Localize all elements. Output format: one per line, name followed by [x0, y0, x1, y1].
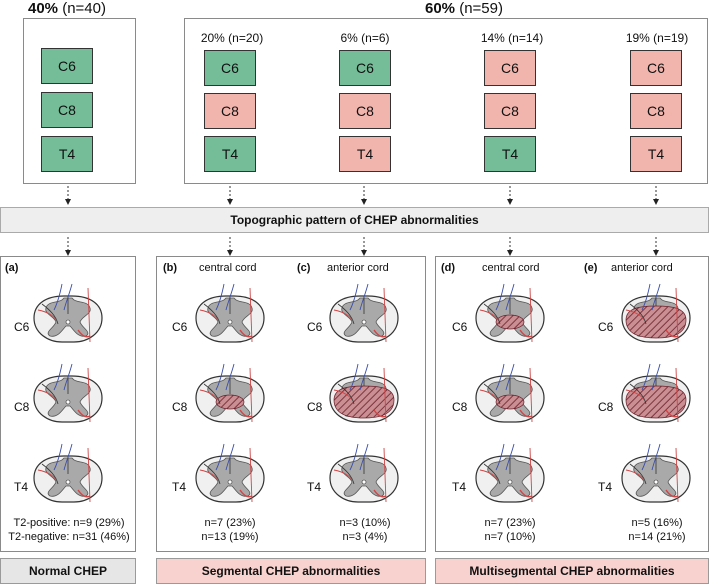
panel-b-stat-1: n=7 (23%) — [204, 517, 256, 529]
cord-b-c8 — [195, 363, 265, 423]
level-label-b-c8: C8 — [172, 400, 188, 414]
level-c8-normal: C8 — [41, 92, 93, 128]
col1-t4: T4 — [204, 136, 256, 172]
col1-c6: C6 — [204, 50, 256, 86]
panel-e-stat-2: n=14 (21%) — [628, 531, 686, 543]
normal-count: (n=40) — [62, 0, 106, 17]
cord-d-c8 — [475, 363, 545, 423]
col4-t4: T4 — [630, 136, 682, 172]
level-label-b-c6: C6 — [172, 320, 188, 334]
col2-c6: C6 — [339, 50, 391, 86]
panel-a-stat-1: T2-positive: n=9 (29%) — [13, 517, 125, 529]
level-label-a-c6: C6 — [14, 320, 30, 334]
cord-c-c6 — [329, 283, 399, 343]
level-label-c-t4: T4 — [307, 480, 322, 494]
col2-t4: T4 — [339, 136, 391, 172]
column-header-3: 14% (n=14) — [480, 31, 544, 45]
cord-b-c6 — [195, 283, 265, 343]
panel-e-letter: (e) — [584, 262, 598, 274]
cord-a-c8 — [33, 363, 103, 423]
abnormal-group-box — [184, 18, 708, 184]
abnormal-count: (n=59) — [459, 0, 503, 17]
level-label-e-t4: T4 — [598, 480, 613, 494]
panel-d-letter: (d) — [441, 262, 456, 274]
panel-d-stats: n=7 (23%) n=7 (10%) — [470, 516, 550, 544]
panel-b-stat-2: n=13 (19%) — [201, 531, 259, 543]
panel-c-stat-2: n=3 (4%) — [342, 531, 388, 543]
panel-d-stat-2: n=7 (10%) — [484, 531, 536, 543]
cord-e-c8 — [621, 363, 691, 423]
column-header-4: 19% (n=19) — [625, 31, 689, 45]
panel-e-title: anterior cord — [611, 262, 673, 274]
col2-c8: C8 — [339, 93, 391, 129]
arrows-bottom — [65, 237, 659, 256]
level-label-e-c8: C8 — [598, 400, 614, 414]
footer-normal: Normal CHEP — [0, 558, 136, 584]
col3-c8: C8 — [484, 93, 536, 129]
cord-c-t4 — [329, 443, 399, 503]
normal-percent: 40% — [28, 0, 59, 17]
column-header-1: 20% (n=20) — [200, 31, 264, 45]
cord-d-t4 — [475, 443, 545, 503]
cord-e-c6 — [621, 283, 691, 343]
abnormal-percent: 60% — [425, 0, 456, 17]
panel-c-title: anterior cord — [327, 262, 389, 274]
panel-e-stat-1: n=5 (16%) — [631, 517, 683, 529]
footer-multisegmental-text: Multisegmental CHEP abnormalities — [469, 564, 675, 578]
panel-b-stats: n=7 (23%) n=13 (19%) — [190, 516, 270, 544]
cord-a-c6 — [33, 283, 103, 343]
panel-a-stat-2: T2-negative: n=31 (46%) — [8, 531, 130, 543]
panel-c-stats: n=3 (10%) n=3 (4%) — [325, 516, 405, 544]
cord-c-c8 — [329, 363, 399, 423]
level-label-a-c8: C8 — [14, 400, 30, 414]
level-label-d-t4: T4 — [452, 480, 467, 494]
col3-c6: C6 — [484, 50, 536, 86]
level-label-a-t4: T4 — [14, 480, 29, 494]
cord-b-t4 — [195, 443, 265, 503]
footer-normal-text: Normal CHEP — [28, 564, 108, 578]
cord-d-c6 — [475, 283, 545, 343]
footer-segmental-text: Segmental CHEP abnormalities — [201, 564, 381, 578]
cord-e-t4 — [621, 443, 691, 503]
arrows-top — [65, 186, 659, 205]
column-header-2: 6% (n=6) — [340, 31, 390, 45]
col4-c6: C6 — [630, 50, 682, 86]
pattern-banner: Topographic pattern of CHEP abnormalitie… — [0, 207, 709, 233]
abnormal-group-header: 60% (n=59) — [425, 0, 545, 18]
footer-multisegmental: Multisegmental CHEP abnormalities — [435, 558, 709, 584]
level-label-e-c6: C6 — [598, 320, 614, 334]
panel-a-letter: (a) — [5, 262, 19, 274]
cord-a-t4 — [33, 443, 103, 503]
level-label-c-c6: C6 — [307, 320, 323, 334]
panel-b-title: central cord — [199, 262, 257, 274]
col1-c8: C8 — [204, 93, 256, 129]
footer-segmental: Segmental CHEP abnormalities — [156, 558, 426, 584]
pattern-banner-text: Topographic pattern of CHEP abnormalitie… — [230, 213, 479, 227]
col3-t4: T4 — [484, 136, 536, 172]
level-c6-normal: C6 — [41, 48, 93, 84]
normal-group-box: C6 C8 T4 — [23, 18, 136, 184]
level-label-d-c8: C8 — [452, 400, 468, 414]
level-label-d-c6: C6 — [452, 320, 468, 334]
normal-group-header: 40% (n=40) — [28, 0, 118, 18]
level-t4-normal: T4 — [41, 136, 93, 172]
panel-c-stat-1: n=3 (10%) — [339, 517, 391, 529]
col4-c8: C8 — [630, 93, 682, 129]
panel-d-title: central cord — [482, 262, 540, 274]
panel-b-letter: (b) — [163, 262, 178, 274]
panel-c-letter: (c) — [297, 262, 311, 274]
panel-d-stat-1: n=7 (23%) — [484, 517, 536, 529]
panel-a-stats: T2-positive: n=9 (29%) T2-negative: n=31… — [4, 516, 134, 544]
level-label-c-c8: C8 — [307, 400, 323, 414]
panel-e-stats: n=5 (16%) n=14 (21%) — [616, 516, 698, 544]
level-label-b-t4: T4 — [172, 480, 187, 494]
